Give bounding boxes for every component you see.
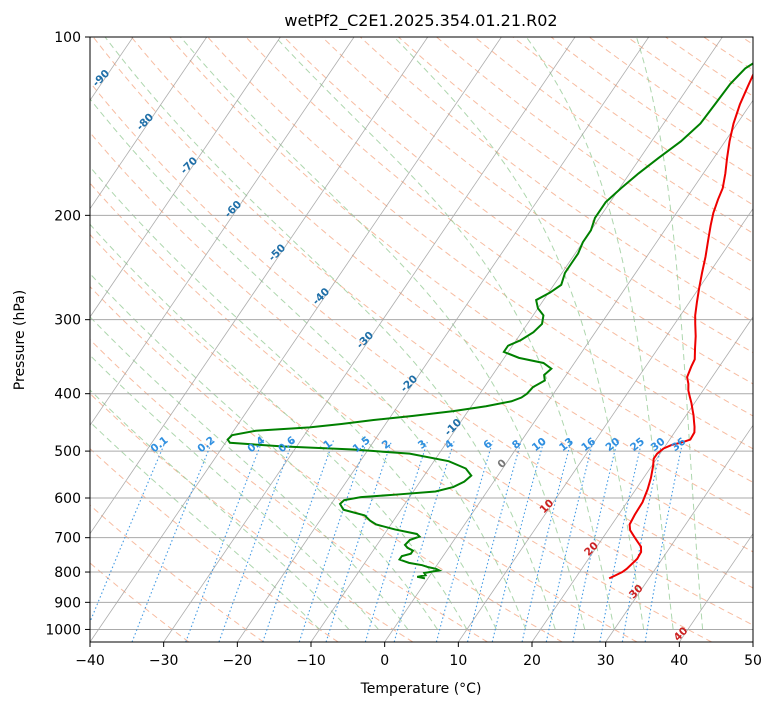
y-tick-label: 100 <box>54 30 81 46</box>
moist-adiabat-line <box>90 98 527 630</box>
pressure-gridlines <box>90 37 753 630</box>
plot-area: 0.10.20.40.611.52346810131620253036-100-… <box>90 37 753 644</box>
x-tick-label: −40 <box>75 653 105 669</box>
y-tick-label: 700 <box>54 531 81 547</box>
mixing-ratio-line <box>621 440 663 642</box>
moist-adiabats <box>90 37 704 630</box>
mixing-ratio-line <box>218 440 294 642</box>
x-tick-label: −10 <box>296 653 326 669</box>
moist-adiabat-line <box>104 37 556 630</box>
dewpoint-line <box>226 62 753 580</box>
chart-title: wetPf2_C2E1.2025.354.01.21.R02 <box>284 11 557 31</box>
moist-adiabat-line <box>90 223 468 630</box>
mixing-ratio-lines <box>90 440 684 642</box>
y-axis-label: Pressure (hPa) <box>12 290 28 390</box>
isotherm-label: 40 <box>672 625 691 644</box>
dry-adiabat-line <box>90 233 638 642</box>
skewed-isotherm-grid <box>90 37 753 642</box>
moist-adiabat-line <box>180 37 586 630</box>
x-axis-ticks: −40 −30 −20 −10 0 10 20 30 40 50 <box>75 642 762 669</box>
isotherm-line <box>90 37 208 210</box>
x-tick-label: −30 <box>149 653 179 669</box>
mixing-ratio-line <box>435 440 494 642</box>
isotherm-line <box>310 37 723 642</box>
moist-adiabat-line <box>90 421 320 630</box>
mixing-ratio-line <box>325 440 393 642</box>
isotherm-line <box>90 37 502 642</box>
dry-adiabat-line <box>90 285 563 642</box>
moist-adiabat-line <box>636 37 704 630</box>
isotherm-line <box>384 99 753 642</box>
x-tick-label: 20 <box>523 653 541 669</box>
dry-adiabat-line <box>90 182 712 642</box>
isotherm-line <box>236 37 650 642</box>
moist-adiabat-line <box>90 166 497 630</box>
moist-adiabat-line <box>90 316 409 630</box>
y-tick-label: 300 <box>54 313 81 329</box>
isotherm-line <box>605 424 753 642</box>
y-tick-label: 500 <box>54 444 81 460</box>
dry-adiabat-line <box>283 37 753 385</box>
moist-adiabat-line <box>525 37 674 630</box>
mixing-ratio-line <box>491 440 545 642</box>
mixing-ratio-line <box>521 440 572 642</box>
mixing-ratio-line <box>599 440 643 642</box>
x-tick-label: 0 <box>380 653 389 669</box>
profile-lines <box>226 62 753 580</box>
y-tick-label: 900 <box>54 595 81 611</box>
mixing-ratio-line <box>466 440 522 642</box>
dry-adiabat-line <box>321 37 753 354</box>
isotherm-line <box>457 207 753 642</box>
isotherm-line <box>90 37 355 427</box>
dry-adiabat-line <box>90 81 753 589</box>
mixing-ratio-line <box>393 440 455 642</box>
dry-adiabat-line <box>130 37 753 518</box>
mixing-ratio-line <box>364 440 429 642</box>
temperature-line <box>608 72 753 580</box>
mixing-ratio-line <box>90 440 167 624</box>
x-tick-label: 30 <box>597 653 615 669</box>
x-tick-label: 10 <box>449 653 467 669</box>
y-axis-ticks: 100 200 300 400 500 600 700 800 900 1000 <box>45 30 90 638</box>
isotherm-line <box>90 37 281 318</box>
isotherm-line <box>90 37 429 535</box>
moist-adiabat-line <box>393 37 645 630</box>
mixing-ratio-line <box>262 440 334 642</box>
y-tick-label: 200 <box>54 208 81 224</box>
y-tick-label: 600 <box>54 491 81 507</box>
dry-adiabat-line <box>359 37 753 323</box>
isotherm-line <box>531 316 753 642</box>
dry-adiabat-line <box>90 131 753 626</box>
mixing-ratio-line <box>644 440 684 642</box>
x-tick-label: −20 <box>223 653 253 669</box>
y-tick-label: 400 <box>54 387 81 403</box>
dry-adiabat-line <box>169 37 753 483</box>
y-tick-label: 1000 <box>45 622 81 638</box>
plot-frame <box>89 36 754 643</box>
isotherm-line <box>163 37 576 642</box>
x-tick-label: 50 <box>744 653 762 669</box>
x-tick-label: 40 <box>670 653 688 669</box>
moist-adiabat-line <box>275 37 615 630</box>
y-tick-label: 800 <box>54 565 81 581</box>
x-axis-label: Temperature (°C) <box>360 681 482 697</box>
mixing-ratio-line <box>572 440 618 642</box>
isotherm-line <box>678 532 753 642</box>
dry-adiabat-line <box>90 504 264 642</box>
mixing-ratio-line <box>545 440 594 642</box>
